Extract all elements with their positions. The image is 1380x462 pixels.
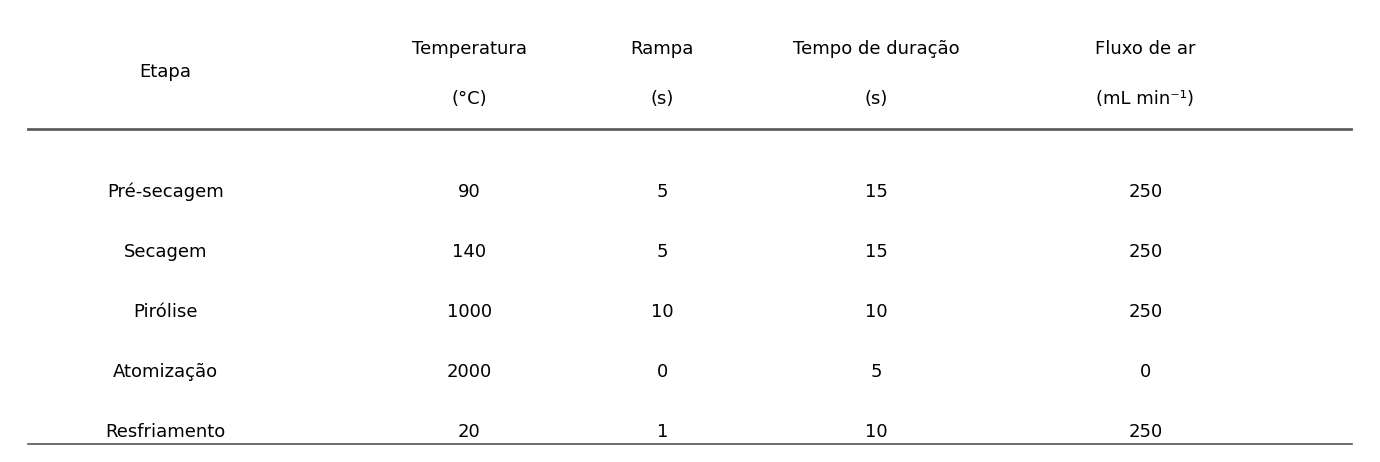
Text: Tempo de duração: Tempo de duração [793,40,959,57]
Text: Pré-secagem: Pré-secagem [108,182,224,201]
Text: 10: 10 [865,303,887,321]
Text: Rampa: Rampa [631,40,694,57]
Text: Etapa: Etapa [139,63,192,80]
Text: 20: 20 [458,423,480,441]
Text: 1000: 1000 [447,303,491,321]
Text: Atomização: Atomização [113,363,218,381]
Text: 90: 90 [458,183,480,201]
Text: 140: 140 [453,243,486,261]
Text: (°C): (°C) [451,91,487,108]
Text: 250: 250 [1129,423,1162,441]
Text: Fluxo de ar: Fluxo de ar [1096,40,1195,57]
Text: 10: 10 [865,423,887,441]
Text: 2000: 2000 [447,363,491,381]
Text: 250: 250 [1129,303,1162,321]
Text: 15: 15 [865,183,887,201]
Text: (s): (s) [651,91,673,108]
Text: 15: 15 [865,243,887,261]
Text: (s): (s) [865,91,887,108]
Text: 250: 250 [1129,243,1162,261]
Text: 0: 0 [657,363,668,381]
Text: Resfriamento: Resfriamento [105,423,226,441]
Text: 5: 5 [871,363,882,381]
Text: 5: 5 [657,243,668,261]
Text: 0: 0 [1140,363,1151,381]
Text: Temperatura: Temperatura [411,40,527,57]
Text: 1: 1 [657,423,668,441]
Text: Secagem: Secagem [124,243,207,261]
Text: (mL min⁻¹): (mL min⁻¹) [1096,91,1195,108]
Text: 10: 10 [651,303,673,321]
Text: 250: 250 [1129,183,1162,201]
Text: Pirólise: Pirólise [134,303,197,321]
Text: 5: 5 [657,183,668,201]
